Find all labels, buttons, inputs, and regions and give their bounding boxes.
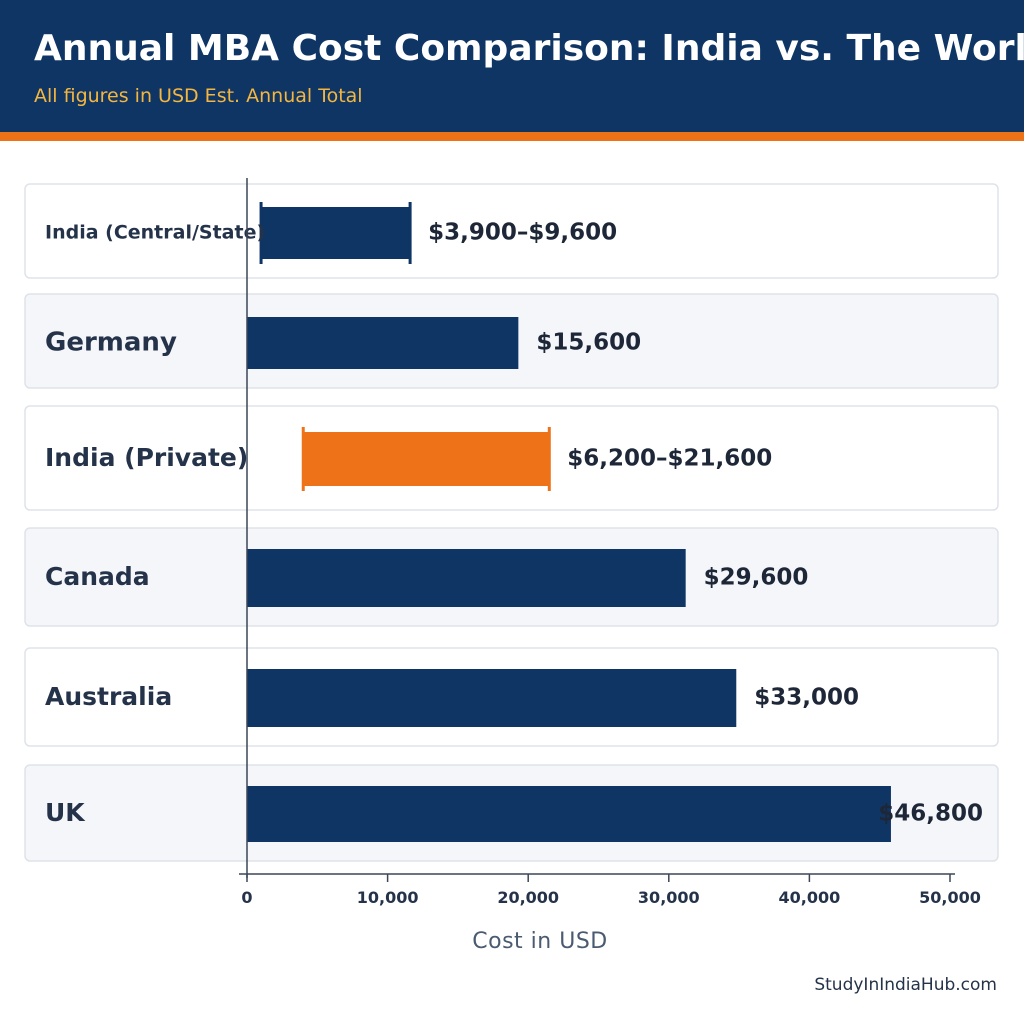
footer-brand: StudyInIndiaHub.com xyxy=(814,975,997,995)
x-axis: 0 10,000 20,000 30,000 40,000 50,000 Cost in U… xyxy=(239,178,981,954)
x-tick-label: 20,000 xyxy=(497,888,559,907)
x-axis-title: Cost in USD xyxy=(472,929,607,954)
bar xyxy=(247,317,519,369)
row-cards xyxy=(24,183,999,862)
category-label: India (Private) xyxy=(45,443,248,472)
value-label: $29,600 xyxy=(704,565,809,591)
category-label: India (Central/State) xyxy=(45,222,265,244)
bar xyxy=(303,432,550,486)
x-tick-label: 30,000 xyxy=(638,888,700,907)
category-label: Germany xyxy=(45,328,177,358)
bar xyxy=(247,669,737,727)
header-banner xyxy=(0,0,1024,132)
category-label: UK xyxy=(45,798,86,827)
value-label: $33,000 xyxy=(754,685,859,711)
bar xyxy=(247,786,891,842)
x-tick-label: 0 xyxy=(241,888,252,907)
value-label: $3,900–$9,600 xyxy=(428,220,617,246)
bar xyxy=(247,549,686,607)
bar xyxy=(261,207,411,259)
value-label: $46,800 xyxy=(878,801,983,827)
chart-subtitle: All figures in USD Est. Annual Total xyxy=(34,85,363,107)
value-label: $15,600 xyxy=(536,330,641,356)
category-label: Canada xyxy=(45,562,150,591)
bars xyxy=(247,202,891,842)
chart-title: Annual MBA Cost Comparison: India vs. Th… xyxy=(34,28,1024,69)
labels: India (Central/State) $3,900–$9,600 German… xyxy=(45,220,983,828)
x-tick-label: 50,000 xyxy=(919,888,981,907)
value-label: $6,200–$21,600 xyxy=(567,446,772,472)
header-accent-stripe xyxy=(0,132,1024,141)
x-tick-label: 10,000 xyxy=(357,888,419,907)
category-label: Australia xyxy=(45,682,172,711)
x-tick-label: 40,000 xyxy=(779,888,841,907)
